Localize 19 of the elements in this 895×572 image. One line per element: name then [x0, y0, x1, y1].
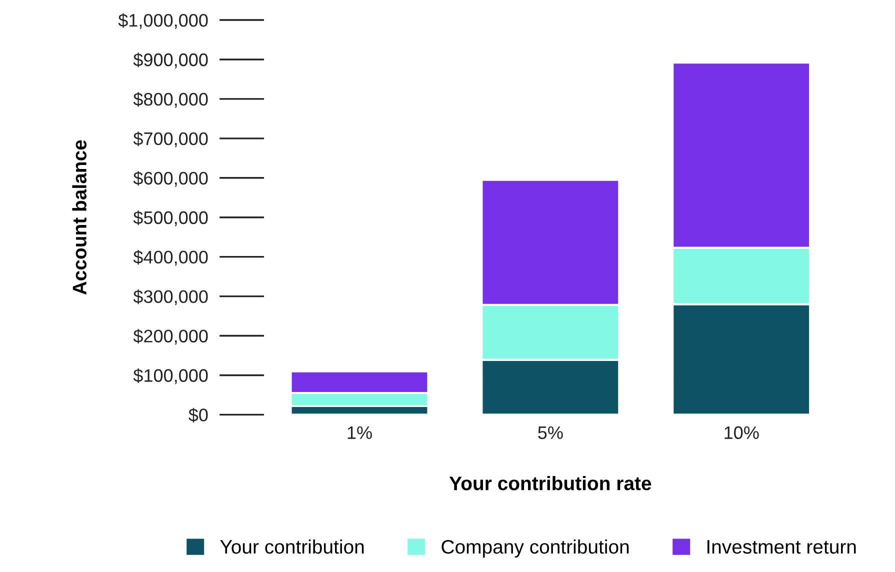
x-axis-title: Your contribution rate [449, 476, 652, 490]
y-tick-label: $700,000 [133, 132, 208, 148]
legend-label: Your contribution [220, 539, 364, 554]
y-tick-label: $100,000 [133, 368, 208, 384]
x-tick-label: 1% [348, 426, 372, 440]
legend-label: Investment return [707, 540, 856, 554]
x-tick-label: 10% [724, 426, 759, 440]
y-tick-label: $900,000 [133, 52, 208, 68]
y-axis-title: Account balance [72, 140, 86, 295]
x-tick-label: 5% [538, 426, 563, 440]
y-tick-label: $1,000,000 [118, 13, 208, 29]
y-tick-label: $600,000 [133, 171, 208, 187]
y-tick-label: $0 [188, 408, 208, 422]
y-tick-label: $800,000 [133, 92, 208, 108]
y-tick-label: $300,000 [133, 289, 208, 306]
y-tick-label: $500,000 [133, 210, 208, 226]
y-tick-label: $200,000 [133, 328, 208, 345]
y-tick-label: $400,000 [133, 250, 208, 266]
legend-label: Company contribution [442, 539, 629, 558]
